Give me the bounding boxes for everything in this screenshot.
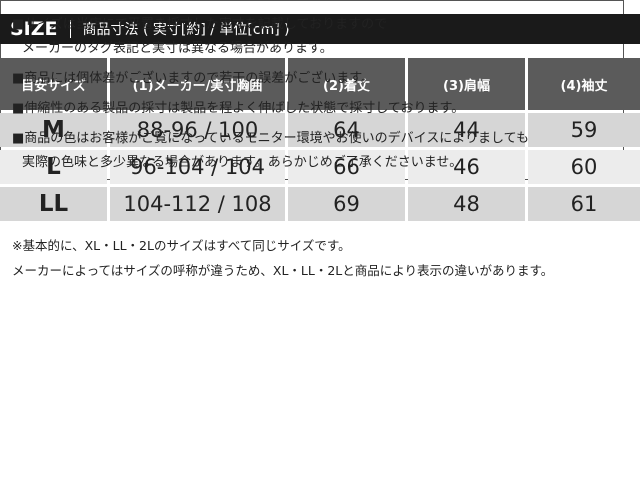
table-cell: 104-112 / 108 — [110, 187, 285, 221]
table-cell: 59 — [528, 113, 640, 147]
notice-line: ■サイズは当店にて平置き採寸した実寸を記載しておりますので — [12, 17, 388, 32]
notice-line: ■商品の色はお客様がご覧になっているモニター環境やお使いのデバイスによりましても — [12, 131, 529, 146]
notice-line: 実際の色味と多少異なる場合があります。あらかじめご了承くださいませ。 — [22, 155, 463, 170]
table-cell: 48 — [408, 187, 525, 221]
notice-box: ■サイズは当店にて平置き採寸した実寸を記載しておりますのでメーカーのタグ表記と実… — [0, 0, 624, 180]
notice-line: ■伸縮性のある製品の採寸は製品を程よく伸ばした状態で採寸しております。 — [12, 101, 465, 116]
size-label: M — [0, 113, 107, 147]
table-cell: 88-96 / 100 — [110, 113, 285, 147]
column-header: (2)着丈 — [288, 58, 405, 110]
notice-line: ■商品には個体差がございますので若干の誤差がございます。 — [12, 71, 374, 86]
table-cell: 96-104 / 104 — [110, 150, 285, 184]
table-cell: 60 — [528, 150, 640, 184]
table-cell: 64 — [288, 113, 405, 147]
column-header: (3)肩幅 — [408, 58, 525, 110]
table-cell: 44 — [408, 113, 525, 147]
size-label: LL — [0, 187, 107, 221]
column-header: 目安サイズ — [0, 58, 107, 110]
header-bar: SIZE 商品寸法 ( 実寸[約] / 単位[cm] ) — [0, 14, 640, 44]
separator — [69, 20, 71, 38]
note-line: ※基本的に、XL・LL・2Lのサイズはすべて同じサイズです。 — [12, 238, 351, 253]
table-cell: 46 — [408, 150, 525, 184]
table-cell: 66 — [288, 150, 405, 184]
size-label: L — [0, 150, 107, 184]
header-title: 商品寸法 ( 実寸[約] / 単位[cm] ) — [82, 22, 290, 38]
notice-line: メーカーのタグ表記と実寸は異なる場合があります。 — [22, 41, 333, 56]
column-header: (4)袖丈 — [528, 58, 640, 110]
note-line: メーカーによってはサイズの呼称が違うため、XL・LL・2Lと商品により表示の違い… — [12, 263, 554, 278]
header-label: SIZE — [10, 18, 58, 40]
column-header: (1)メーカー/実寸胸囲 — [110, 58, 285, 110]
table-cell: 61 — [528, 187, 640, 221]
table-cell: 69 — [288, 187, 405, 221]
